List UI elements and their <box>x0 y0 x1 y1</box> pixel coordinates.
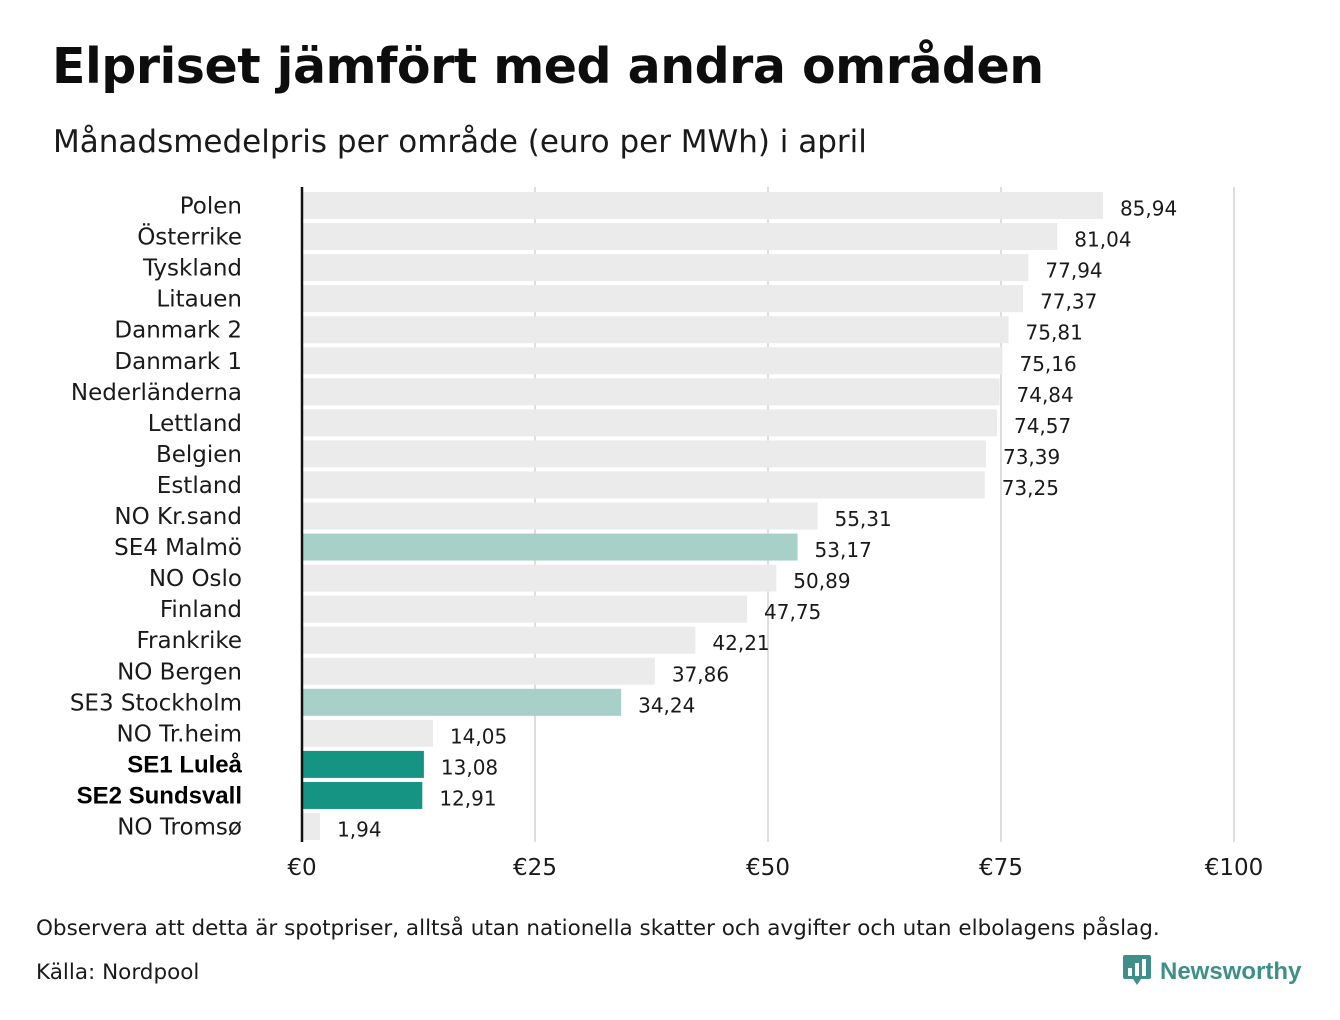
newsworthy-logo: Newsworthy <box>1122 953 1301 991</box>
brand-name: Newsworthy <box>1160 958 1302 985</box>
bar <box>302 657 655 685</box>
category-label: Belgien <box>156 442 242 468</box>
bar <box>302 813 321 840</box>
bar <box>302 719 433 747</box>
value-label: 34,24 <box>638 693 695 717</box>
category-label: Polen <box>180 194 242 220</box>
x-tick-label: €25 <box>513 855 557 881</box>
category-label: Nederländerna <box>71 380 242 406</box>
category-label: SE2 Sundsvall <box>77 782 242 809</box>
category-label: Finland <box>160 597 242 623</box>
value-label: 13,08 <box>441 755 498 779</box>
value-label: 37,86 <box>672 662 729 686</box>
value-label: 50,89 <box>793 569 850 593</box>
bar <box>302 285 1024 313</box>
value-label: 47,75 <box>764 600 821 624</box>
bar-chart: Polen 85,94 Österrike 81,04 Tyskland 77,94 Lit… <box>70 187 1264 881</box>
category-label: Tyskland <box>142 256 242 282</box>
bar <box>302 471 985 499</box>
bar-chart-speech-bubble-icon <box>1122 953 1152 991</box>
category-label: Österrike <box>137 223 242 251</box>
bar <box>302 440 986 468</box>
value-label: 77,94 <box>1045 259 1102 283</box>
x-tick-label: €0 <box>287 855 316 881</box>
value-label: 77,37 <box>1040 290 1097 314</box>
bar <box>302 409 997 437</box>
value-label: 73,39 <box>1003 445 1060 469</box>
value-label: 74,84 <box>1017 383 1074 407</box>
chart-title: Elpriset jämfört med andra områden <box>52 38 1044 95</box>
footnote: Observera att detta är spotpriser, allts… <box>36 916 1160 941</box>
bar <box>302 223 1058 251</box>
value-label: 75,81 <box>1026 321 1083 345</box>
category-label: NO Tr.heim <box>117 721 242 747</box>
bar <box>302 378 1000 406</box>
bar <box>302 564 777 592</box>
bar <box>302 316 1009 344</box>
value-label: 75,16 <box>1019 352 1076 376</box>
value-label: 85,94 <box>1120 197 1177 221</box>
bar <box>302 502 818 530</box>
category-label: SE4 Malmö <box>114 535 242 561</box>
category-label: Frankrike <box>137 628 243 654</box>
bar <box>302 254 1029 282</box>
bar <box>302 688 622 716</box>
chart-subtitle: Månadsmedelpris per område (euro per MWh… <box>53 124 867 160</box>
value-label: 1,94 <box>337 818 382 842</box>
value-label: 73,25 <box>1002 476 1059 500</box>
value-label: 81,04 <box>1074 228 1131 252</box>
category-label: NO Oslo <box>149 566 242 592</box>
x-tick-label: €100 <box>1205 855 1264 881</box>
x-tick-label: €75 <box>979 855 1023 881</box>
bar <box>302 626 696 654</box>
category-label: NO Kr.sand <box>114 504 242 530</box>
bar <box>302 750 424 778</box>
bar <box>302 347 1003 375</box>
category-label: NO Bergen <box>117 659 242 685</box>
category-label: Danmark 1 <box>114 349 242 375</box>
category-label: NO Tromsø <box>117 815 242 841</box>
category-label: Estland <box>157 473 242 499</box>
value-label: 74,57 <box>1014 414 1071 438</box>
value-label: 14,05 <box>450 724 507 748</box>
bar <box>302 533 798 561</box>
value-label: 12,91 <box>439 786 496 810</box>
value-label: 42,21 <box>712 631 769 655</box>
category-label: Danmark 2 <box>114 318 242 344</box>
bar <box>302 595 748 623</box>
category-label: Litauen <box>156 287 242 313</box>
category-label: Lettland <box>148 411 242 437</box>
bar <box>302 781 423 809</box>
category-label: SE3 Stockholm <box>70 690 242 716</box>
source-label: Källa: Nordpool <box>36 960 200 985</box>
value-label: 53,17 <box>815 538 872 562</box>
x-tick-label: €50 <box>746 855 790 881</box>
value-label: 55,31 <box>834 507 891 531</box>
category-label: SE1 Luleå <box>127 751 242 778</box>
bar <box>302 192 1103 219</box>
